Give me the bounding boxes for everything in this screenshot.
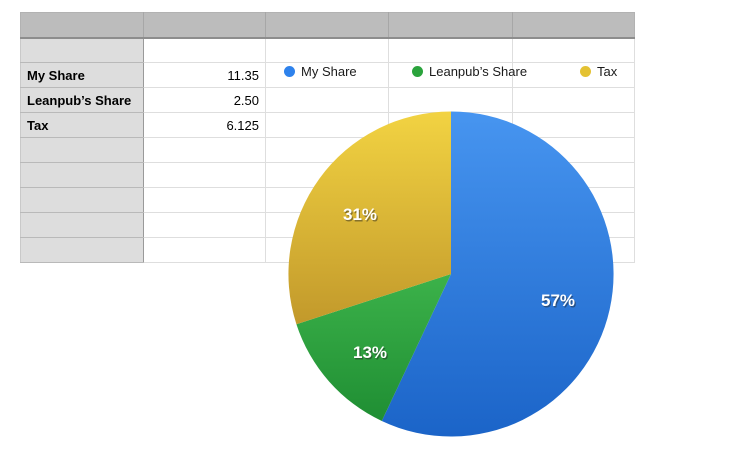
column-header-cell[interactable] — [143, 12, 266, 39]
legend-dot-yellow-icon — [580, 66, 591, 77]
pie-slice-tax[interactable] — [288, 111, 451, 325]
row-header-cell[interactable] — [20, 237, 144, 263]
pie-label-tax: 31% — [343, 205, 377, 224]
column-header-cell[interactable] — [20, 12, 144, 39]
cell[interactable] — [265, 37, 389, 63]
legend-dot-blue-icon — [284, 66, 295, 77]
pie-label-shadow: 31% — [344, 207, 378, 226]
cell[interactable] — [388, 37, 513, 63]
row-header-cell[interactable] — [20, 37, 144, 63]
cell[interactable] — [512, 62, 635, 88]
cell[interactable] — [388, 87, 513, 113]
legend-label: Tax — [597, 64, 618, 79]
cell[interactable] — [388, 62, 513, 88]
value-cell[interactable]: 11.35 — [143, 62, 266, 88]
pie-slice-my-share[interactable] — [381, 111, 614, 437]
cell[interactable] — [265, 87, 389, 113]
cell[interactable] — [143, 37, 266, 63]
legend-item-tax[interactable]: Tax — [580, 65, 617, 78]
table-row: My Share 11.35 — [20, 62, 635, 88]
row-label-cell[interactable]: Leanpub’s Share — [20, 87, 144, 113]
legend-dot-green-icon — [412, 66, 423, 77]
value-cell[interactable]: 2.50 — [143, 87, 266, 113]
legend-label: Leanpub’s Share — [429, 64, 528, 79]
row-header-cell[interactable] — [20, 212, 144, 238]
cell[interactable] — [143, 137, 266, 163]
cell[interactable] — [512, 87, 635, 113]
value-cell[interactable]: 6.125 — [143, 112, 266, 138]
pie-label-shadow: 57% — [542, 293, 576, 312]
cell[interactable] — [143, 162, 266, 188]
row-header-cell[interactable] — [20, 187, 144, 213]
row-header-cell[interactable] — [20, 137, 144, 163]
cell[interactable] — [512, 37, 635, 63]
cell[interactable] — [143, 187, 266, 213]
column-header-cell[interactable] — [265, 12, 389, 39]
legend-item-my-share[interactable]: My Share — [284, 65, 357, 78]
cell[interactable] — [143, 212, 266, 238]
pie-label-leanpubs-share: 13% — [353, 343, 387, 362]
column-header-cell[interactable] — [388, 12, 513, 39]
table-row — [20, 37, 635, 63]
pie-slice-leanpubs-share[interactable] — [296, 274, 451, 421]
legend-label: My Share — [301, 64, 357, 79]
row-header-cell[interactable] — [20, 162, 144, 188]
column-header-cell[interactable] — [512, 12, 635, 39]
legend-item-leanpubs-share[interactable]: Leanpub’s Share — [412, 65, 527, 78]
table-row: Leanpub’s Share 2.50 — [20, 87, 635, 113]
pie-label-shadow: 13% — [354, 345, 388, 364]
cell[interactable] — [265, 112, 389, 138]
row-label-cell[interactable]: Tax — [20, 112, 144, 138]
row-label-cell[interactable]: My Share — [20, 62, 144, 88]
cell[interactable] — [143, 237, 266, 263]
pie-label-my-share: 57% — [541, 291, 575, 310]
column-header-row — [20, 12, 635, 39]
